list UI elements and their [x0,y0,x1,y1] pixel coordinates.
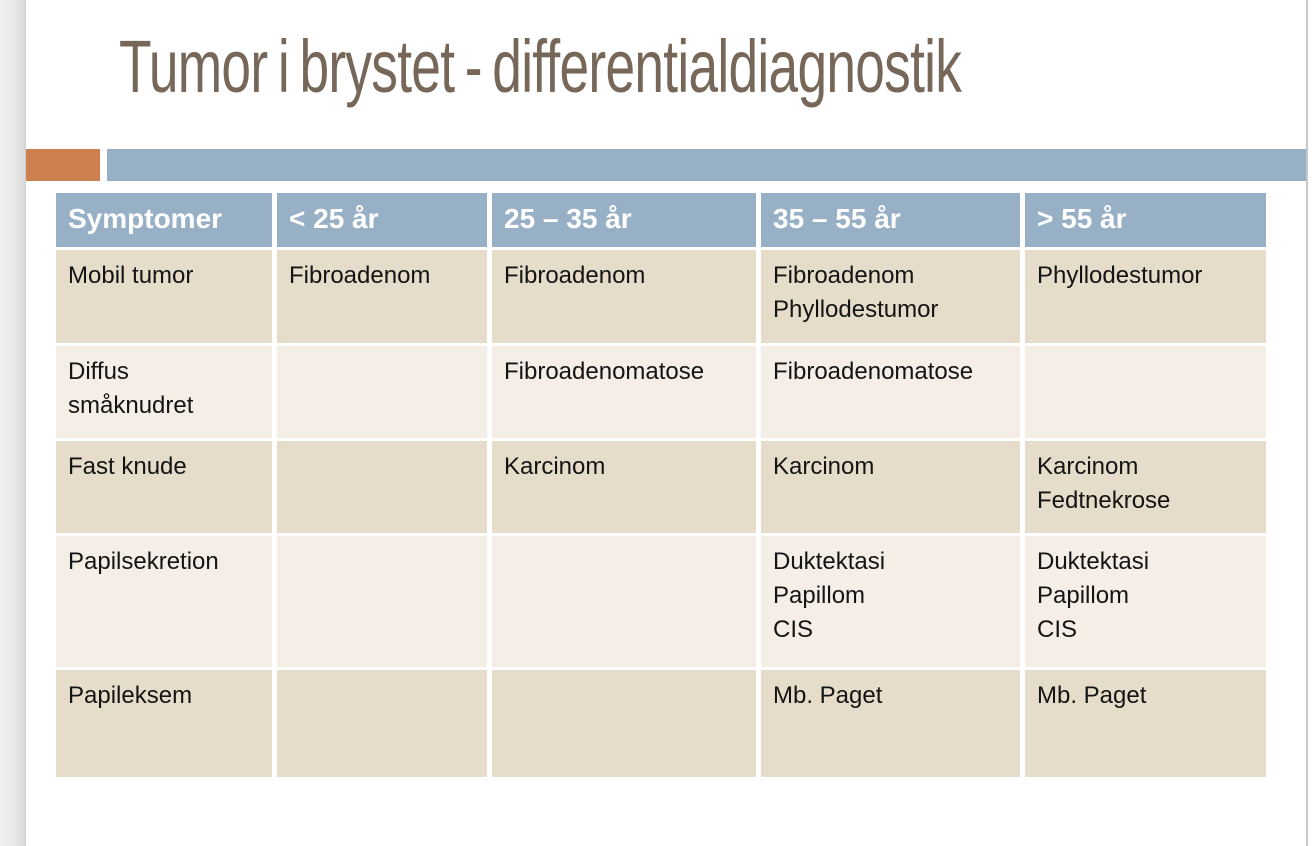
slide-title: Tumor i brystet - differentialdiagnostik [119,25,962,108]
table-cell: Karcinom [761,441,1020,533]
column-header-25-35: 25 – 35 år [492,193,756,247]
table-cell: Karcinom Fedtnekrose [1025,441,1266,533]
table-cell: Mb. Paget [761,670,1020,777]
table-cell: Mb. Paget [1025,670,1266,777]
table-cell: Duktektasi Papillom CIS [1025,536,1266,667]
row-label-papileksem: Papileksem [56,670,272,777]
table-cell [492,536,756,667]
column-header-symptomer: Symptomer [56,193,272,247]
table-cell [1025,346,1266,438]
table-cell: Fibroadenomatose [761,346,1020,438]
table-cell: Fibroadenom [492,250,756,343]
row-label-diffus-smaknudret: Diffus småknudret [56,346,272,438]
differential-diagnosis-table: Symptomer < 25 år 25 – 35 år 35 – 55 år … [56,193,1266,777]
table-cell: Phyllodestumor [1025,250,1266,343]
column-header-over-55: > 55 år [1025,193,1266,247]
table-cell: Karcinom [492,441,756,533]
accent-bar-blue [107,149,1306,181]
table-cell: Fibroadenom Phyllodestumor [761,250,1020,343]
table-cell: Fibroadenomatose [492,346,756,438]
row-label-papilsekretion: Papilsekretion [56,536,272,667]
table-cell [277,670,487,777]
table-cell: Fibroadenom [277,250,487,343]
window-edge-left [0,0,26,846]
row-label-fast-knude: Fast knude [56,441,272,533]
table-cell [277,441,487,533]
table-cell [277,536,487,667]
column-header-35-55: 35 – 55 år [761,193,1020,247]
row-label-mobil-tumor: Mobil tumor [56,250,272,343]
table-cell: Duktektasi Papillom CIS [761,536,1020,667]
table-cell [277,346,487,438]
window-edge-right [1306,0,1308,846]
accent-bar-orange [26,149,100,181]
column-header-under-25: < 25 år [277,193,487,247]
table-cell [492,670,756,777]
